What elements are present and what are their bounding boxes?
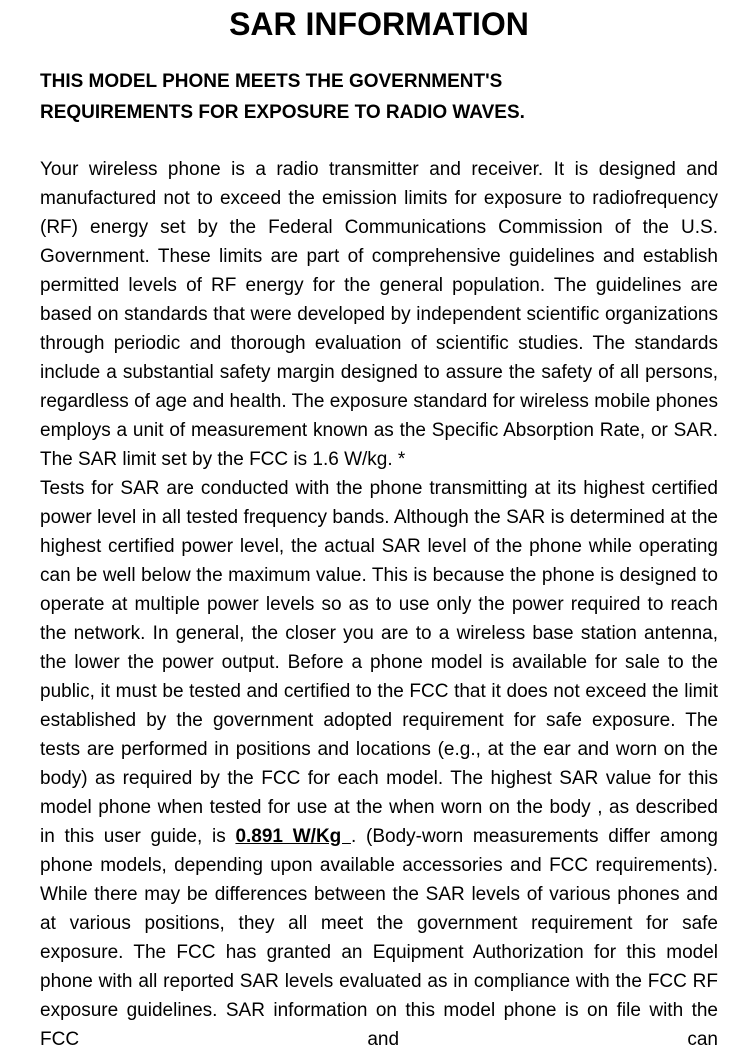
body-paragraph-2: Tests for SAR are conducted with the pho… bbox=[40, 474, 718, 1054]
subheading-line-2: REQUIREMENTS FOR EXPOSURE TO RADIO WAVES… bbox=[40, 98, 718, 129]
subheading-line-1: THIS MODEL PHONE MEETS THE GOVERNMENT'S bbox=[40, 67, 718, 98]
sar-value: 0.891 W/Kg bbox=[235, 826, 351, 847]
page-title: SAR INFORMATION bbox=[40, 0, 718, 67]
vertical-spacer bbox=[40, 129, 718, 155]
para2-text-after-value: . (Body-worn measurements differ among p… bbox=[40, 826, 718, 1050]
document-page: SAR INFORMATION THIS MODEL PHONE MEETS T… bbox=[0, 0, 756, 1059]
body-paragraph-1: Your wireless phone is a radio transmitt… bbox=[40, 155, 718, 474]
para2-text-before-value: Tests for SAR are conducted with the pho… bbox=[40, 478, 718, 847]
